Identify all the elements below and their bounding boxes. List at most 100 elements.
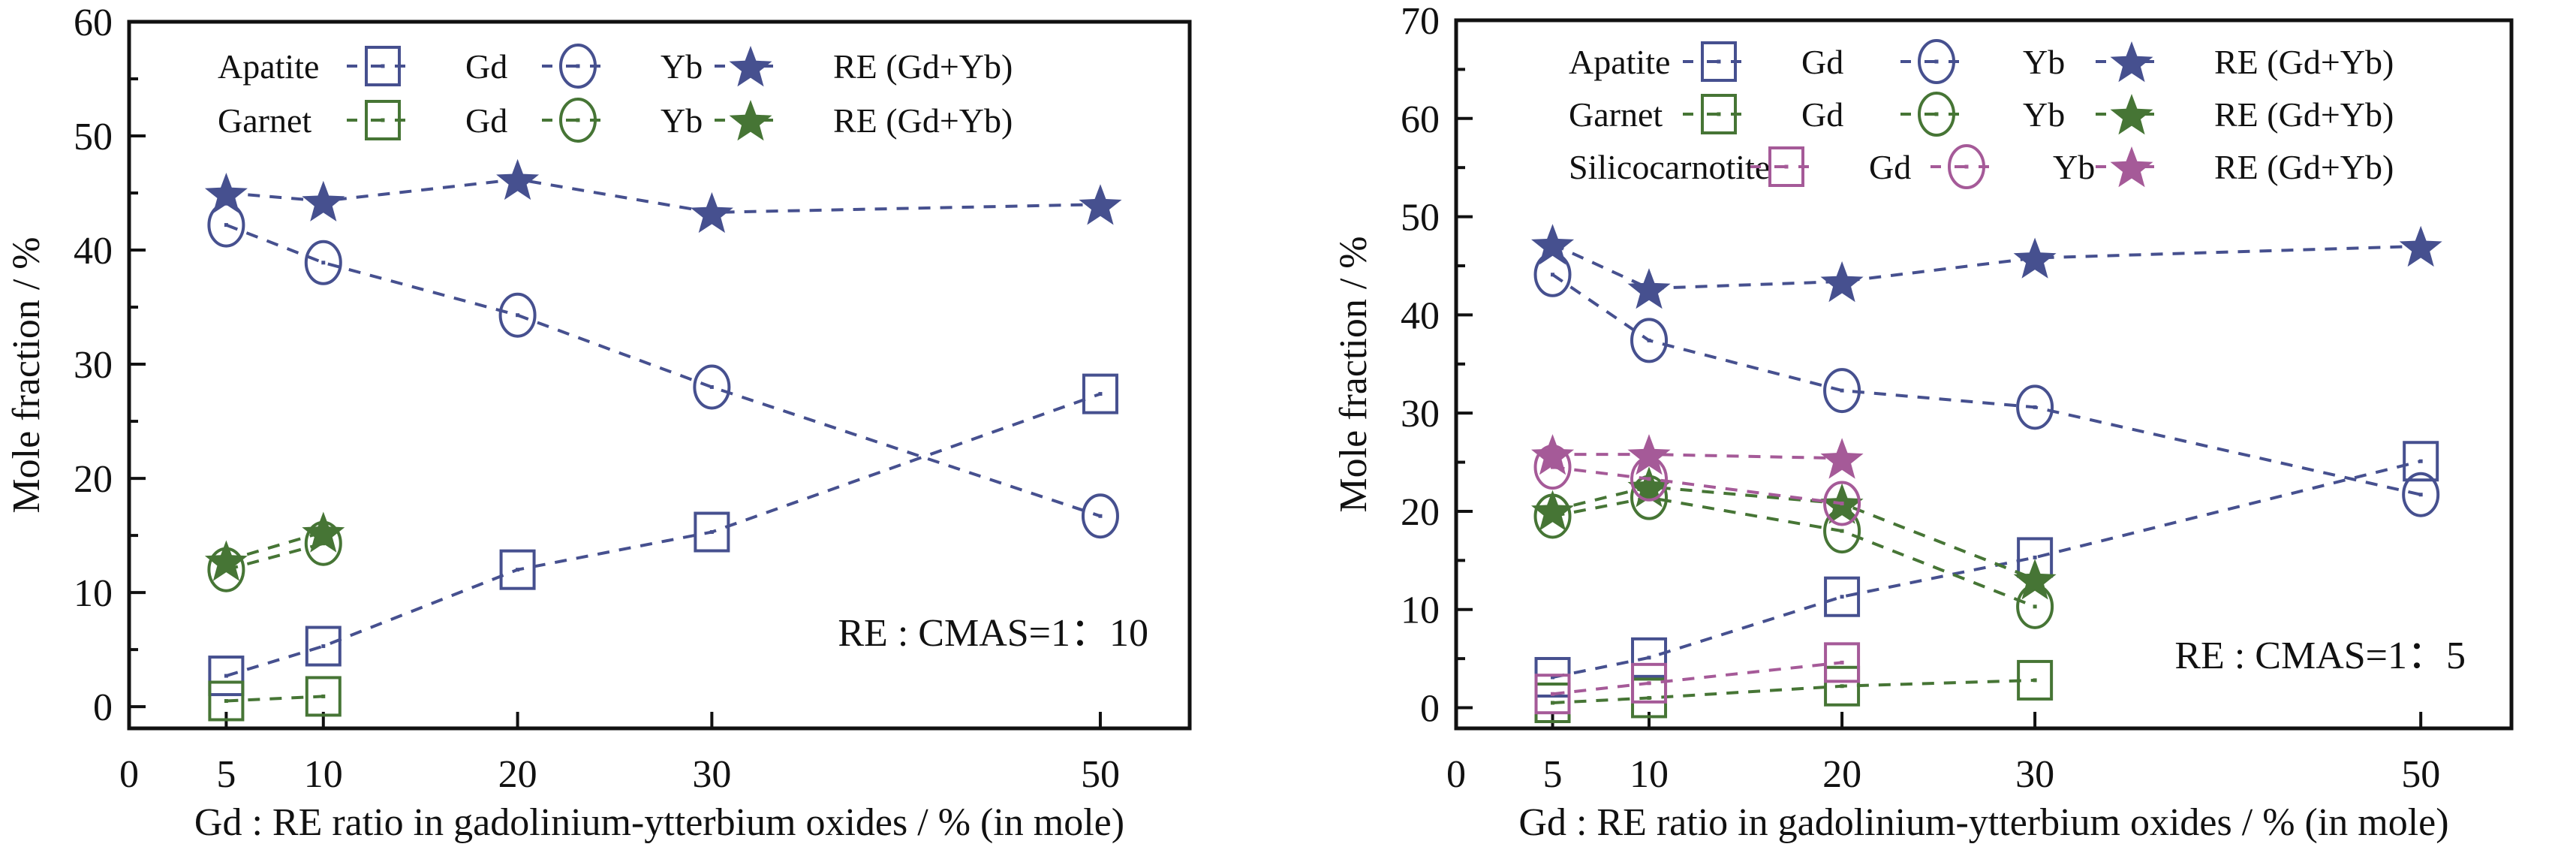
series-apatite-gd [208,373,1118,697]
y-tick-label: 50 [74,116,113,158]
data-point-star [496,158,540,200]
series-garnet-re-gd-yb- [204,511,345,581]
series-line [1551,243,2421,291]
data-point-square-center-dot [1840,684,1844,689]
data-point-star [1627,434,1671,475]
legend-marker-square [365,100,401,140]
series-line [1551,273,2421,496]
y-tick-label: 40 [74,230,113,273]
data-point-circle [1823,368,1861,414]
series-garnet-gd [1534,659,2054,723]
data-point-square [1082,373,1118,414]
legend-marker-circle [1948,144,1985,189]
legend-phase-label: Silicocarnotite [1569,148,1770,186]
legend-phase-label: Apatite [218,47,319,86]
data-point-circle [498,292,537,338]
y-tick-label: 60 [74,2,113,44]
legend-label: Gd [1801,43,1843,81]
series-line [226,177,1100,214]
legend-marker-square [1768,146,1804,187]
x-tick-label: 50 [2401,753,2440,796]
data-point-star [1079,184,1122,225]
data-point-square [208,680,245,722]
series-line [225,223,1101,518]
plot-frame [127,20,1192,731]
legend-marker-square-center-dot [1717,59,1721,64]
legend-label: RE (Gd+Yb) [833,101,1013,140]
x-tick-label: 30 [692,753,731,796]
legend-label: Gd [1869,148,1911,186]
legend-marker-star [2110,41,2153,83]
series-line [1552,460,2421,679]
plot-frame [1454,18,2514,731]
data-point-circle [2402,472,2440,517]
series-silicocarnotite-re-gd-yb- [1531,434,1864,479]
data-point-circle-center-dot [1840,529,1844,533]
data-point-square [2403,441,2439,482]
data-point-circle-center-dot [516,313,520,318]
data-point-square-center-dot [1551,692,1555,696]
x-tick-label: 10 [1630,753,1669,796]
data-point-square [2017,659,2054,701]
data-point-square-center-dot [2033,678,2037,683]
series-silicocarnotite-gd [1534,642,1861,715]
series-line [1552,485,2036,581]
data-point-star [1531,224,1575,265]
data-point-square-center-dot [1647,656,1651,660]
data-point-square-center-dot [224,674,228,678]
data-point-square [694,511,730,553]
data-point-star [1820,261,1864,303]
series-line [1552,453,1843,460]
series-silicocarnotite-yb [1533,445,1861,526]
legend-marker-circle [559,44,597,89]
data-point-circle-center-dot [321,261,326,265]
y-tick-label: 20 [1401,491,1440,534]
data-point-circle-center-dot [1840,388,1844,393]
x-tick-label: 5 [1543,753,1563,796]
data-point-square-center-dot [1098,392,1103,396]
data-point-square [1631,662,1668,704]
data-point-square [208,656,245,697]
legend-label: RE (Gd+Yb) [2214,148,2394,186]
y-tick-label: 0 [93,686,113,729]
data-point-circle-center-dot [1551,273,1555,277]
x-tick-label: 10 [304,753,343,796]
x-tick-label: 20 [498,753,537,796]
data-point-square-center-dot [2418,459,2423,463]
y-tick-label: 40 [1401,294,1440,337]
legend-phase-label: Garnet [218,101,311,140]
x-tick-label: 50 [1081,753,1120,796]
legend-marker-square-center-dot [381,118,385,122]
data-point-star [1531,434,1575,475]
series-apatite-re-gd-yb- [1531,224,2442,309]
series-line [226,695,324,703]
y-tick-label: 0 [1420,688,1440,731]
legend-marker-circle [1918,39,1955,84]
legend-marker-circle-center-dot [576,118,580,122]
legend-label: RE (Gd+Yb) [2214,95,2394,134]
data-point-square-center-dot [1647,695,1651,700]
y-tick-label: 50 [1401,197,1440,240]
legend-label: RE (Gd+Yb) [833,47,1013,86]
data-point-square-center-dot [1551,675,1555,680]
data-point-square-center-dot [1840,595,1844,599]
legend-marker-star [2110,94,2153,135]
data-point-circle [1823,481,1861,526]
legend-label: Gd [1801,95,1843,134]
series-apatite-re-gd-yb- [204,158,1122,234]
x-tick-label: 0 [1446,753,1466,796]
data-point-circle-center-dot [709,384,714,389]
data-point-circle-center-dot [1840,501,1844,505]
x-tick-label: 30 [2015,753,2054,796]
series-line [225,530,324,562]
y-tick-label: 30 [1401,393,1440,436]
data-point-star [302,180,345,222]
legend-label: Yb [2053,148,2095,186]
data-point-circle-center-dot [1647,338,1651,342]
data-point-circle [1630,318,1669,363]
series-line [225,541,324,571]
data-point-circle [2016,384,2054,430]
data-point-square [1824,642,1861,683]
data-point-star [1531,490,1575,531]
legend-marker-square [365,46,401,86]
